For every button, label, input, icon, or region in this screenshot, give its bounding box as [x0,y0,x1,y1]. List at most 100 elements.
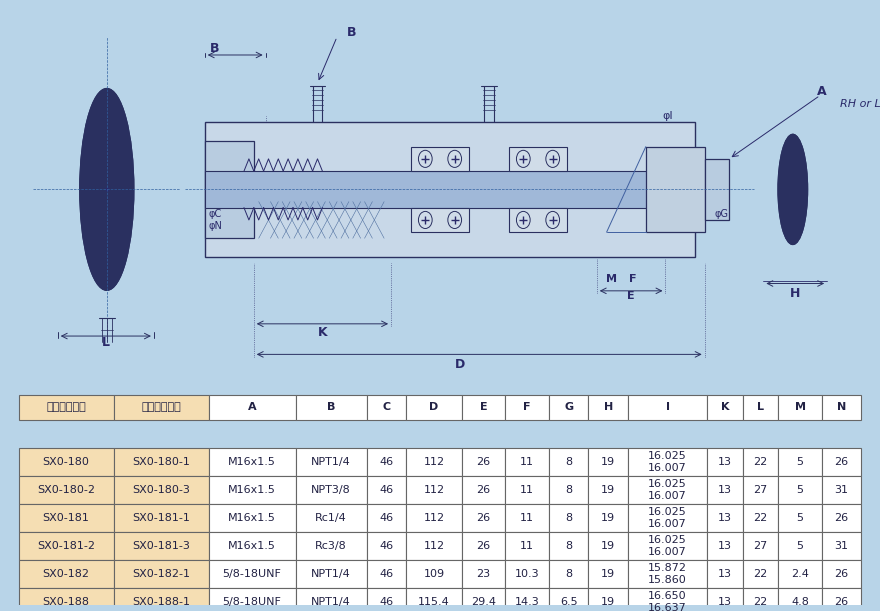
Bar [462,588,505,611]
Text: 4.8: 4.8 [791,597,809,607]
Bar [114,395,209,420]
Text: SX0-180-3: SX0-180-3 [132,485,190,495]
Bar [407,560,462,588]
Text: SX0-180-2: SX0-180-2 [37,485,95,495]
Bar [778,476,822,504]
Text: 13: 13 [718,541,732,551]
Text: 26: 26 [476,541,490,551]
Text: 22: 22 [753,569,767,579]
Bar [407,588,462,611]
Text: 5: 5 [796,541,803,551]
Bar [778,532,822,560]
Text: 11: 11 [520,541,534,551]
Bar [822,504,862,532]
Text: F: F [629,274,637,284]
Bar [589,448,628,476]
Text: NPT3/8: NPT3/8 [312,485,351,495]
Text: 27: 27 [753,485,767,495]
Bar [549,476,589,504]
Bar [18,395,114,420]
Bar [462,532,505,560]
Text: SX0-188-1: SX0-188-1 [132,597,190,607]
Text: 112: 112 [423,541,444,551]
Text: 22: 22 [753,597,767,607]
Text: H: H [789,287,800,300]
Text: 19: 19 [601,541,615,551]
Text: 31: 31 [834,541,848,551]
Text: 16.025
16.007: 16.025 16.007 [649,478,687,501]
Text: 26: 26 [834,597,848,607]
Bar [114,448,209,476]
Bar [708,448,743,476]
Text: 5/8-18UNF: 5/8-18UNF [223,597,282,607]
Text: E: E [627,291,634,301]
Bar [628,532,708,560]
Ellipse shape [784,156,802,223]
Bar [367,588,407,611]
Bar [114,560,209,588]
Bar [18,476,114,504]
Bar [743,588,778,611]
Ellipse shape [788,175,796,204]
Text: 46: 46 [379,485,393,495]
Text: 高级密封垫片: 高级密封垫片 [141,403,181,412]
Bar [114,588,209,611]
Text: 26: 26 [476,485,490,495]
Bar [18,504,114,532]
Bar [18,560,114,588]
Text: 13: 13 [718,597,732,607]
Text: 26: 26 [476,457,490,467]
Text: M16x1.5: M16x1.5 [228,541,276,551]
Bar [778,448,822,476]
Bar [411,147,469,171]
Bar [209,395,296,420]
Text: 46: 46 [379,457,393,467]
Bar [509,208,568,232]
Text: I: I [665,403,670,412]
Text: SX0-181-3: SX0-181-3 [132,541,190,551]
Text: B: B [327,403,335,412]
Text: SX0-180: SX0-180 [42,457,90,467]
Ellipse shape [103,175,111,204]
Ellipse shape [90,122,124,257]
Text: 16.650
16.637: 16.650 16.637 [649,591,687,611]
Text: K: K [318,326,327,339]
Text: 19: 19 [601,485,615,495]
Bar [708,560,743,588]
Text: 10.3: 10.3 [515,569,539,579]
Bar [743,560,778,588]
Bar [743,448,778,476]
Bar [18,448,114,476]
Bar [646,147,705,232]
Bar [411,208,469,232]
Bar [589,476,628,504]
Text: SX0-181-1: SX0-181-1 [132,513,190,523]
Text: 112: 112 [423,485,444,495]
Bar [628,476,708,504]
Bar [505,476,549,504]
Bar [778,395,822,420]
Text: 112: 112 [423,457,444,467]
Bar [705,159,730,220]
Bar [778,560,822,588]
Bar [407,504,462,532]
Text: A: A [818,85,827,98]
Bar [628,448,708,476]
Text: F: F [524,403,531,412]
Text: A: A [248,403,256,412]
Text: SX0-181-2: SX0-181-2 [37,541,95,551]
Text: M16x1.5: M16x1.5 [228,485,276,495]
Bar [743,532,778,560]
Bar [407,476,462,504]
Text: 19: 19 [601,457,615,467]
Text: SX0-182: SX0-182 [42,569,90,579]
Bar [18,532,114,560]
Bar [407,395,462,420]
Bar [205,171,695,208]
Text: B: B [347,26,356,40]
Bar [822,532,862,560]
Text: NPT1/4: NPT1/4 [312,457,351,467]
Text: 19: 19 [601,513,615,523]
Text: D: D [429,403,439,412]
Bar [114,532,209,560]
